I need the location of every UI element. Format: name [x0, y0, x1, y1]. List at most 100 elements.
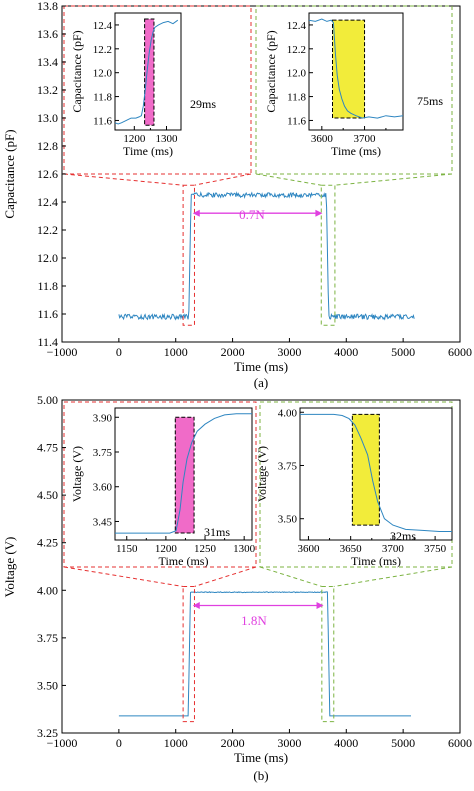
force-label: 1.8N	[241, 613, 267, 628]
y-tick-label: 12.8	[37, 139, 58, 153]
y-tick-label: 13.8	[37, 0, 58, 13]
inset-y-tick-label: 12.4	[287, 20, 307, 32]
inset-chart: 1200 1300 11.6 11.8 12.0 12.2 12.4 Time (ms) Cap…	[70, 12, 216, 158]
zoom-connector	[194, 566, 257, 587]
inset-y-tick-label: 3.60	[93, 482, 113, 494]
response-time-label: 31ms	[204, 525, 230, 539]
inset-y-axis-label: Capacitance (pF)	[264, 30, 278, 112]
zoom-connector	[255, 173, 322, 186]
x-tick-label: 6000	[448, 736, 472, 750]
x-tick-label: 4000	[334, 345, 358, 359]
inset-chart: 3600 3700 11.6 11.8 12.0 12.2 12.4 Time (ms) Cap…	[264, 12, 443, 158]
inset-y-tick-label: 11.6	[287, 115, 306, 127]
x-tick-label: 0	[116, 736, 122, 750]
response-time-highlight	[332, 19, 366, 119]
zoom-box	[320, 184, 336, 326]
panel-label: (b)	[253, 768, 268, 783]
x-tick-label: 5000	[391, 736, 415, 750]
x-tick-label: 5000	[391, 345, 415, 359]
inset-signal-line	[300, 413, 452, 532]
inset-y-tick-label: 12.4	[93, 20, 113, 32]
plot-frame	[61, 399, 461, 734]
y-tick-label: 5.00	[37, 393, 58, 407]
y-tick-label: 4.25	[37, 536, 58, 550]
x-axis-label: Time (ms)	[234, 750, 288, 765]
zoom-region-frame	[255, 5, 453, 175]
y-tick-label: 13.6	[37, 27, 58, 41]
y-tick-label: 3.75	[37, 631, 58, 645]
inset-x-tick-label: 3650	[340, 543, 363, 555]
inset-y-tick-label: 11.8	[287, 92, 306, 104]
response-time-label: 32ms	[390, 529, 416, 543]
inset-y-axis-label: Voltage (V)	[255, 446, 269, 502]
zoom-box	[182, 184, 195, 326]
y-tick-label: 12.4	[37, 195, 58, 209]
inset-y-tick-label: 12.0	[93, 68, 113, 80]
y-tick-label: 3.50	[37, 678, 58, 692]
y-tick-label: 12.2	[37, 223, 58, 237]
inset-chart: 1150 1200 1250 1300 3.45 3.60 3.75 3.90 Time (ms…	[70, 407, 256, 568]
inset-y-tick-label: 3.75	[278, 460, 298, 472]
inset-y-tick-label: 11.6	[93, 115, 112, 127]
inset-y-tick-label: 11.8	[93, 92, 112, 104]
inset-y-axis-label: Voltage (V)	[70, 446, 84, 502]
inset-y-tick-label: 12.2	[93, 44, 112, 56]
zoom-connector	[63, 566, 184, 587]
zoom-connector	[194, 173, 252, 186]
inset-signal-line	[114, 19, 179, 125]
x-tick-label: −1000	[47, 345, 78, 359]
y-tick-label: 12.0	[37, 251, 58, 265]
inset-signal-line	[308, 18, 404, 119]
zoom-connector	[333, 566, 453, 587]
inset-chart: 3600 3650 3700 3750 3.50 3.75 4.00 Time (ms) Vol…	[255, 407, 453, 568]
y-tick-label: 4.50	[37, 488, 58, 502]
inset-x-tick-label: 1200	[123, 133, 146, 145]
inset-x-tick-label: 1300	[156, 133, 179, 145]
x-tick-label: 4000	[334, 736, 358, 750]
inset-x-tick-label: 1200	[155, 543, 178, 555]
x-tick-label: −1000	[47, 736, 78, 750]
inset-y-tick-label: 3.50	[278, 514, 298, 526]
force-arrow-head	[192, 209, 200, 217]
inset-x-axis-label: Time (ms)	[123, 144, 173, 158]
inset-x-tick-label: 3750	[424, 543, 447, 555]
y-tick-label: 12.6	[37, 167, 58, 181]
panel-label: (a)	[254, 375, 268, 390]
zoom-connector	[334, 173, 453, 186]
inset-x-tick-label: 3700	[354, 133, 377, 145]
inset-y-tick-label: 4.00	[278, 407, 298, 419]
signal-line	[118, 591, 411, 717]
y-tick-label: 13.4	[37, 55, 58, 69]
x-tick-label: 2000	[221, 736, 245, 750]
inset-x-axis-label: Time (ms)	[331, 144, 381, 158]
x-tick-label: 1000	[164, 345, 188, 359]
x-tick-label: 3000	[277, 345, 301, 359]
x-axis-label: Time (ms)	[234, 359, 288, 374]
x-tick-label: 0	[116, 345, 122, 359]
y-tick-label: 11.4	[37, 335, 58, 349]
inset-signal-line	[115, 413, 252, 534]
force-arrow-head	[192, 602, 200, 610]
inset-y-tick-label: 12.2	[287, 44, 306, 56]
y-tick-label: 11.8	[37, 279, 58, 293]
x-tick-label: 1000	[164, 736, 188, 750]
inset-x-tick-label: 3600	[297, 543, 320, 555]
y-axis-label: Voltage (V)	[2, 537, 17, 598]
inset-x-axis-label: Time (ms)	[159, 554, 209, 568]
force-label: 0.7N	[239, 207, 265, 222]
inset-x-tick-label: 1300	[233, 543, 256, 555]
inset-y-tick-label: 3.45	[93, 516, 113, 528]
force-arrow-head	[315, 209, 323, 217]
chart-panel-a: 0.7N −1000 0 1000 2000 3000 4000 5000 6000 11.4 11…	[2, 0, 472, 390]
zoom-connector	[259, 566, 322, 587]
y-tick-label: 13.2	[37, 83, 58, 97]
y-axis-label: Capacitance (pF)	[2, 129, 17, 218]
inset-y-tick-label: 12.0	[287, 68, 307, 80]
zoom-connector	[63, 173, 184, 186]
inset-y-axis-label: Capacitance (pF)	[70, 30, 84, 112]
y-tick-label: 4.00	[37, 583, 58, 597]
zoom-region-frame	[63, 401, 257, 568]
response-time-highlight	[144, 18, 155, 126]
y-tick-label: 4.75	[37, 441, 58, 455]
